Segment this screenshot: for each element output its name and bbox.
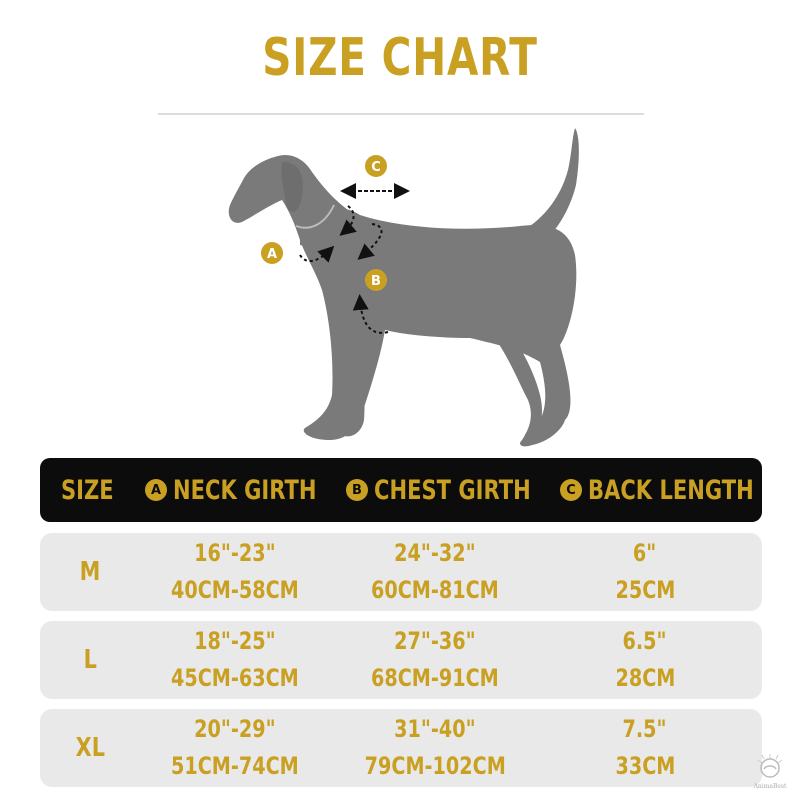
- svg-text:C: C: [371, 160, 381, 175]
- header-neck: A NECK GIRTH: [145, 458, 317, 522]
- row-chest: 24"-32" 60CM-81CM: [371, 539, 499, 604]
- row-neck: 16"-23" 40CM-58CM: [171, 539, 299, 604]
- svg-text:A: A: [267, 247, 277, 262]
- row-size: L: [83, 644, 97, 675]
- label-b-badge: B: [365, 269, 387, 291]
- table-header: SIZE A NECK GIRTH B CHEST GIRTH C BACK L…: [40, 458, 762, 522]
- chest-measure-arrow-top: [357, 223, 383, 260]
- table-row-l: L 18"-25" 45CM-63CM 27"-36" 68CM-91CM 6.5"…: [40, 621, 762, 699]
- header-size: SIZE: [60, 458, 130, 522]
- svg-text:B: B: [371, 274, 381, 289]
- header-size-label: SIZE: [61, 474, 114, 506]
- row-size: XL: [75, 732, 105, 763]
- row-back: 6.5" 28CM: [615, 627, 675, 692]
- table-row-m: M 16"-23" 40CM-58CM 24"-32" 60CM-81CM 6" 25…: [40, 533, 762, 611]
- dog-silhouette: [228, 128, 579, 447]
- title-divider: [158, 113, 644, 115]
- header-neck-label: NECK GIRTH: [173, 474, 317, 506]
- row-chest: 31"-40" 79CM-102CM: [364, 715, 506, 780]
- chest-badge-icon: B: [346, 479, 368, 501]
- brand-watermark-logo: AnimaBest: [753, 754, 787, 790]
- page-title: SIZE CHART: [262, 28, 538, 88]
- neck-badge-icon: A: [145, 479, 167, 501]
- label-c-badge: C: [365, 155, 387, 177]
- row-size: M: [79, 556, 101, 587]
- row-neck: 20"-29" 51CM-74CM: [171, 715, 299, 780]
- row-chest: 27"-36" 68CM-91CM: [371, 627, 499, 692]
- header-back-label: BACK LENGTH: [588, 474, 754, 506]
- header-back: C BACK LENGTH: [560, 458, 754, 522]
- table-row-xl: XL 20"-29" 51CM-74CM 31"-40" 79CM-102CM 7.…: [40, 709, 762, 787]
- chest-measure-arrow-bottom: [352, 294, 389, 334]
- dog-measurement-diagram: A B C: [228, 128, 579, 447]
- neck-measure-arrow-top: [339, 205, 357, 236]
- label-a-badge: A: [261, 242, 283, 264]
- row-neck: 18"-25" 45CM-63CM: [171, 627, 299, 692]
- collar-line: [295, 204, 335, 229]
- back-badge-icon: C: [560, 479, 582, 501]
- neck-measure-arrow: [299, 245, 335, 263]
- header-chest-label: CHEST GIRTH: [374, 474, 531, 506]
- svg-text:AnimaBest: AnimaBest: [753, 783, 787, 790]
- header-chest: B CHEST GIRTH: [346, 458, 531, 522]
- row-back: 7.5" 33CM: [615, 715, 675, 780]
- row-back: 6" 25CM: [615, 539, 675, 604]
